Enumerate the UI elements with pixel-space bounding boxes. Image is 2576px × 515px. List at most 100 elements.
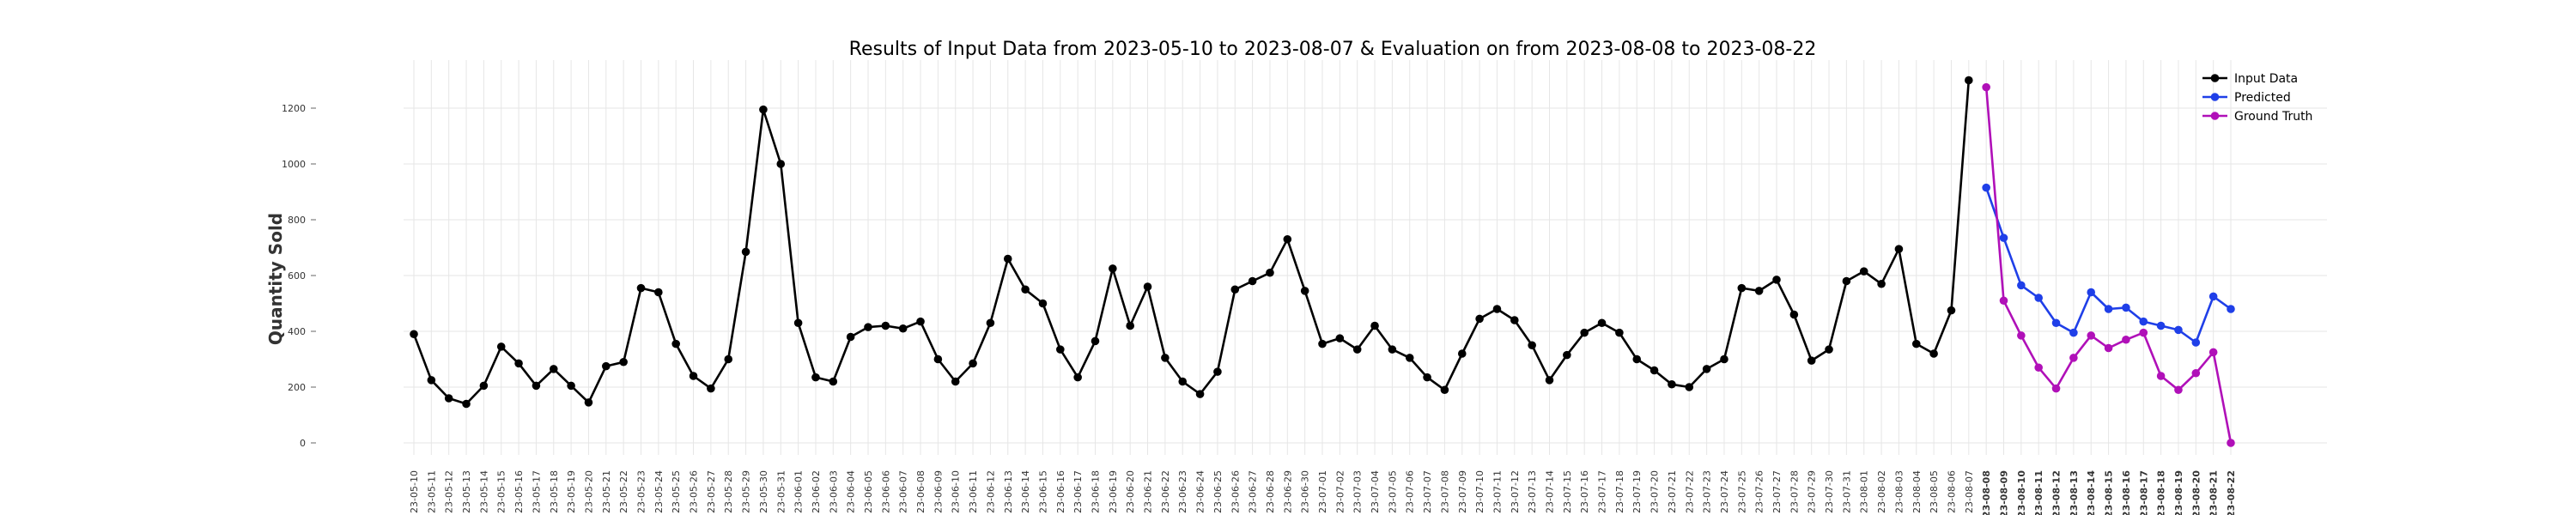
x-tick-label: 23-06-02 <box>811 470 822 513</box>
data-point <box>1457 349 1467 358</box>
x-tick-label: 23-07-05 <box>1387 470 1398 513</box>
data-point <box>2069 328 2078 337</box>
x-tick-label: 23-07-09 <box>1457 470 1468 513</box>
data-point <box>1300 287 1309 295</box>
x-tick-label: 23-08-01 <box>1859 470 1870 513</box>
data-point <box>2227 305 2235 313</box>
x-tick-label: 23-05-20 <box>583 470 594 513</box>
data-point <box>2104 305 2113 313</box>
x-tick-label: 23-05-27 <box>706 470 717 513</box>
series-line-input-data <box>412 80 1971 405</box>
data-point <box>1283 234 1292 244</box>
data-point <box>1143 282 1152 291</box>
x-tick-label: 23-06-14 <box>1020 470 1031 513</box>
data-point <box>1266 268 1274 277</box>
data-point <box>1754 287 1764 295</box>
x-tick-label: 23-06-06 <box>880 470 891 513</box>
data-point <box>1003 254 1012 264</box>
data-point <box>1702 365 1711 373</box>
x-tick-label: 23-08-13 <box>2069 470 2080 515</box>
data-point <box>2051 318 2061 328</box>
x-tick-label: 23-07-25 <box>1736 470 1747 513</box>
data-point <box>916 317 925 326</box>
x-tick-label: 23-05-25 <box>671 470 682 513</box>
data-point <box>2174 385 2183 395</box>
x-tick-label: 23-06-10 <box>951 470 962 513</box>
data-point <box>811 373 820 382</box>
x-tick-label: 23-07-07 <box>1422 470 1433 513</box>
x-tick-label: 23-08-22 <box>2226 470 2237 515</box>
x-tick-label: 23-05-24 <box>653 470 665 513</box>
x-axis-ticks: 23-05-10 23-05-11 23-05-12 23-05-13 23-05-14… <box>409 470 2237 515</box>
data-point <box>2208 348 2218 357</box>
data-point <box>1109 264 1117 273</box>
y-tick-label: 0 <box>300 438 306 449</box>
data-point <box>1318 339 1327 348</box>
data-point <box>2156 321 2166 330</box>
data-point <box>1965 76 1973 85</box>
data-point <box>1405 354 1414 362</box>
x-tick-label: 23-06-18 <box>1091 470 1102 513</box>
x-tick-label: 23-08-04 <box>1911 470 1923 513</box>
x-tick-label: 23-06-19 <box>1108 470 1119 513</box>
data-point <box>1056 345 1065 354</box>
x-tick-label: 23-05-19 <box>566 470 577 513</box>
data-point <box>864 323 872 331</box>
x-tick-label: 23-06-03 <box>828 470 839 513</box>
x-tick-label: 23-07-19 <box>1631 470 1643 513</box>
data-point <box>2227 439 2235 447</box>
data-point <box>2104 343 2113 353</box>
data-point <box>2034 363 2043 373</box>
x-tick-label: 23-05-14 <box>478 470 489 513</box>
data-point <box>969 359 977 368</box>
x-tick-label: 23-07-21 <box>1667 470 1678 513</box>
data-point <box>707 384 715 393</box>
y-tick-label: 800 <box>288 215 306 226</box>
x-tick-label: 23-08-17 <box>2138 470 2149 515</box>
x-tick-label: 23-07-23 <box>1702 470 1713 513</box>
x-tick-label: 23-07-20 <box>1649 470 1661 513</box>
data-point <box>1510 316 1519 324</box>
x-tick-label: 23-05-10 <box>409 470 420 513</box>
data-point <box>602 361 611 371</box>
y-axis-label: Quantity Sold <box>265 213 286 345</box>
x-tick-label: 23-06-01 <box>793 470 805 513</box>
data-point <box>1475 314 1484 324</box>
x-tick-label: 23-06-21 <box>1143 470 1154 513</box>
data-point <box>1789 310 1799 319</box>
grid <box>404 60 2327 455</box>
x-tick-label: 23-07-15 <box>1562 470 1573 513</box>
data-point <box>846 332 855 342</box>
data-point <box>2017 281 2026 290</box>
x-tick-label: 23-08-18 <box>2156 470 2167 515</box>
data-point <box>2017 331 2026 340</box>
y-axis-ticks: 0 200 400 600 800 1000 1200 <box>282 103 316 449</box>
data-point <box>1195 390 1205 398</box>
x-tick-label: 23-07-13 <box>1527 470 1538 513</box>
x-tick-label: 23-07-11 <box>1492 470 1503 513</box>
data-point <box>1440 385 1449 395</box>
data-point <box>933 354 943 364</box>
x-tick-label: 23-07-28 <box>1789 470 1800 513</box>
x-tick-label: 23-08-12 <box>2051 470 2063 515</box>
x-tick-label: 23-06-07 <box>898 470 909 513</box>
x-tick-label: 23-06-16 <box>1055 470 1066 513</box>
y-tick-label: 600 <box>288 270 306 282</box>
data-point <box>1597 318 1607 328</box>
data-point <box>410 330 418 339</box>
x-tick-label: 23-07-24 <box>1719 470 1730 513</box>
data-point <box>514 359 523 368</box>
x-tick-label: 23-06-11 <box>968 470 979 513</box>
x-tick-label: 23-08-16 <box>2121 470 2132 515</box>
x-tick-label: 23-08-09 <box>1999 470 2010 515</box>
x-tick-label: 23-06-27 <box>1248 470 1259 513</box>
data-point <box>2139 317 2148 326</box>
x-tick-label: 23-05-15 <box>496 470 507 513</box>
data-point <box>654 288 663 297</box>
data-point <box>1370 321 1379 330</box>
data-point <box>1423 373 1431 382</box>
x-tick-label: 23-07-08 <box>1439 470 1450 513</box>
data-point <box>1982 183 1990 192</box>
legend-swatch-marker <box>2210 93 2220 101</box>
